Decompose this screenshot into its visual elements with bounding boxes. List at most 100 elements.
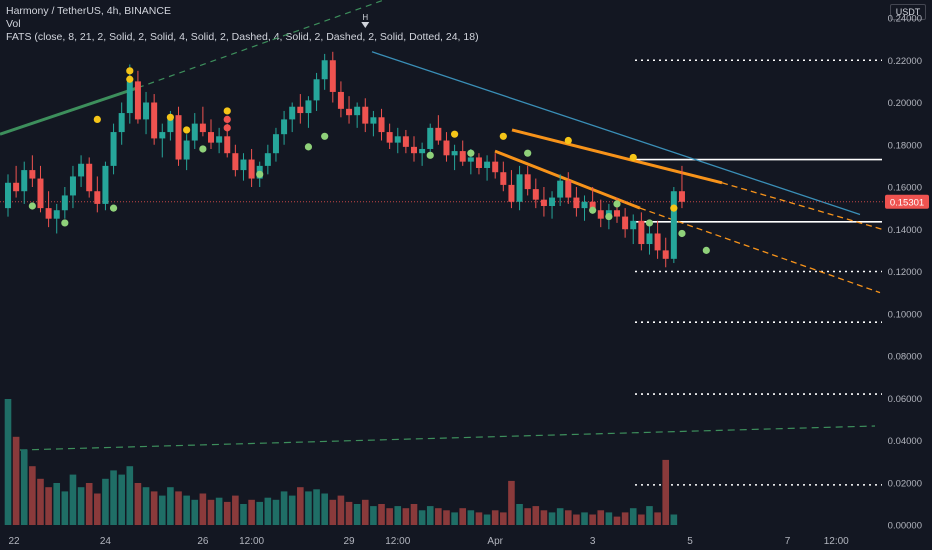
volume-bar [426,506,434,525]
volume-bar [313,489,320,525]
volume-bar [110,470,117,525]
candle [232,153,239,171]
signal-dot [126,75,134,83]
indicator-label[interactable]: FATS (close, 8, 21, 2, Solid, 2, Solid, … [6,31,479,43]
candle [419,148,426,154]
last-price-label: 0.15301 [890,197,924,208]
signal-dot [678,229,686,238]
y-tick-label: 0.00000 [888,521,922,532]
marker-arrow [361,22,370,28]
volume-bar [548,512,556,525]
candle [216,136,223,143]
candle [524,174,531,190]
candle [394,136,401,143]
candle [151,102,158,139]
candle [500,172,507,185]
candle [313,79,320,101]
volume-bar [459,508,467,525]
y-tick-label: 0.12000 [888,267,922,278]
chart-legend: Harmony / TetherUS, 4h, BINANCE Vol FATS… [6,5,479,44]
symbol-title[interactable]: Harmony / TetherUS, 4h, BINANCE [6,5,171,17]
candle [305,100,312,114]
candle [21,170,28,192]
candle [191,123,198,141]
signal-dot [109,204,118,212]
volume-bar [102,478,109,525]
y-tick-label: 0.08000 [888,352,922,363]
candle [678,191,685,202]
volume-bar [540,510,548,525]
volume-bar [61,491,69,525]
candle [589,201,596,211]
volume-bar [94,493,101,525]
candle [549,197,556,207]
x-tick-label: 22 [8,536,20,547]
signal-dot [451,130,459,138]
volume-bar [483,514,491,525]
volume-bar [378,504,385,525]
volume-bar [337,495,345,525]
candle [475,157,482,168]
candle [297,106,304,114]
volume-bar [646,506,653,525]
channel-bottom [494,149,641,210]
volume-bar [500,512,507,525]
volume-bar [69,474,77,525]
signal-dot [223,124,231,132]
volume-bar [410,504,418,525]
candle [557,180,564,198]
candle [654,233,661,251]
volume-bar [443,510,450,525]
candle [451,151,458,156]
candle [118,113,125,133]
candle [321,60,328,80]
volume-bar [12,436,20,525]
volume-bar [638,514,645,525]
volume-bar [207,499,215,525]
volume-bar [20,449,28,525]
candle [248,159,255,179]
volume-bar [158,495,166,525]
signal-dot [613,200,621,208]
y-tick-label: 0.10000 [888,309,922,320]
signal-dot [183,126,191,134]
volume-bar [175,491,182,525]
volume-bar [467,510,475,525]
candle [662,250,669,259]
candle [370,117,377,124]
candle [638,220,645,245]
x-tick-label: 12:00 [385,536,410,547]
candle [264,153,271,166]
candle [508,184,515,202]
signal-dot [629,153,637,162]
volume-bar [215,497,223,525]
currency-selector[interactable]: USDT [890,4,926,20]
volume-bar [629,508,637,525]
signal-dot [223,115,231,123]
signal-dot [670,204,678,212]
signal-dot [605,212,613,221]
volume-bar [183,495,190,525]
volume-bar [621,512,629,525]
candle [597,210,604,219]
volume-bar [53,483,61,525]
candle [532,189,539,200]
candle [61,195,68,211]
candle [362,106,369,124]
candle [622,216,629,230]
volume-bar [532,506,540,525]
x-tick-label: Apr [487,536,503,547]
candle [183,140,190,160]
candle [159,132,166,139]
signal-dot [304,143,313,151]
y-tick-label: 0.18000 [888,140,922,151]
volume-label[interactable]: Vol [6,18,21,30]
channel-top [511,128,723,185]
volume-bar [199,493,207,525]
y-tick-label: 0.24000 [888,14,922,25]
candle [492,161,499,173]
volume-bar [564,510,572,525]
candle [427,127,434,149]
volume-bar [524,508,531,525]
